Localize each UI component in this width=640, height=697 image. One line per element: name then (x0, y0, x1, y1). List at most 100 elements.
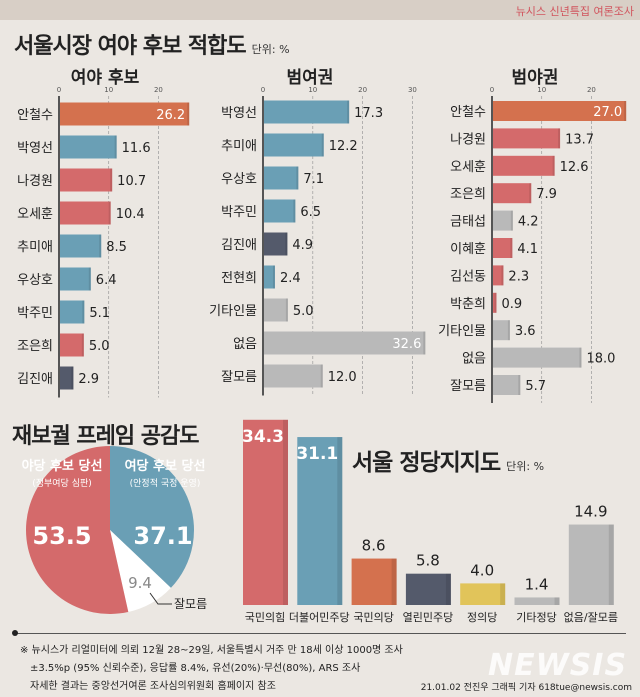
party-unit: 단위: % (506, 460, 545, 473)
bar-shade (579, 347, 582, 368)
category-label: 기타인물 (438, 324, 486, 339)
bar-shade (423, 331, 426, 355)
axis-tick-label: 20 (587, 86, 596, 94)
axis-tick-label: 0 (57, 86, 61, 94)
bar (59, 234, 102, 258)
axis-tick-label: 10 (308, 86, 317, 94)
bar-shade (445, 573, 451, 605)
party-bar (460, 583, 506, 605)
bar (263, 199, 296, 223)
value-label: 12.0 (328, 370, 357, 385)
bar-shade (552, 155, 555, 176)
axis-tick-label: 10 (104, 86, 113, 94)
slice-value-unknown: 9.4 (128, 574, 152, 592)
value-label: 5.0 (89, 339, 110, 354)
category-label: 오세훈 (17, 207, 53, 222)
category-label: 금태섭 (450, 215, 486, 230)
value-label: 5.1 (89, 306, 110, 321)
footnote-1: ※ 뉴시스가 리얼미터에 의뢰 12월 28~29일, 서울특별시 거주 만 1… (20, 645, 403, 656)
bar (59, 135, 117, 159)
bar-shade (320, 364, 323, 388)
bar-shade (110, 168, 113, 192)
value-label: 5.7 (525, 379, 546, 394)
main-title: 서울시장 여야 후보 적합도 단위: % (14, 34, 290, 59)
bar (492, 155, 555, 176)
value-label: 0.9 (501, 297, 522, 312)
category-label: 잘모름 (450, 379, 486, 394)
axis-tick-label: 30 (408, 86, 417, 94)
category-label: 우상호 (17, 273, 53, 288)
bar (492, 128, 561, 149)
value-label: 27.0 (593, 105, 622, 120)
category-label: 김선동 (450, 269, 486, 284)
category-label: 이혜훈 (450, 242, 486, 257)
value-label: 7.9 (536, 187, 557, 202)
party-value-label: 31.1 (296, 444, 338, 464)
party-value-label: 1.4 (525, 575, 549, 593)
category-label: 오세훈 (450, 160, 486, 175)
category-label: 추미애 (17, 240, 53, 255)
category-label: 기타인물 (209, 304, 257, 319)
value-label: 7.1 (303, 172, 324, 187)
bar-shade (293, 199, 296, 223)
value-label: 26.2 (156, 108, 185, 123)
value-label: 4.9 (292, 238, 313, 253)
party-value-label: 4.0 (470, 561, 494, 579)
bar-shade (88, 267, 91, 291)
party-value-label: 14.9 (574, 503, 607, 521)
bar-shade (114, 135, 117, 159)
bar (59, 366, 74, 390)
value-label: 6.4 (96, 273, 117, 288)
bar-shade (285, 232, 288, 256)
value-label: 8.5 (106, 240, 127, 255)
party-bar (297, 437, 343, 605)
bar-shade (500, 583, 506, 605)
value-label: 3.6 (515, 324, 536, 339)
party-title: 서울 정당지지도 단위: % (352, 450, 545, 476)
bar (492, 375, 521, 395)
category-label: 전현희 (221, 271, 257, 286)
pie-title: 재보궐 프레임 공감도 (12, 424, 199, 449)
category-label: 없음 (462, 352, 486, 367)
bar (492, 210, 513, 231)
axis-tick-label: 20 (154, 86, 163, 94)
party-value-label: 8.6 (362, 537, 386, 555)
category-label: 박주민 (17, 306, 53, 321)
bar-shade (347, 100, 350, 124)
bar-shade (82, 300, 85, 324)
value-label: 11.6 (122, 141, 151, 156)
bar (492, 238, 513, 258)
bar (59, 300, 85, 324)
bar (263, 364, 323, 388)
value-label: 18.0 (586, 352, 615, 367)
top-banner: 뉴시스 신년특집 여론조사 (0, 0, 640, 20)
bar (492, 347, 582, 368)
value-label: 12.2 (329, 139, 358, 154)
category-label: 김진애 (17, 372, 53, 387)
category-label: 안철수 (450, 105, 486, 120)
party-category-label: 국민의힘 (245, 611, 285, 624)
slice-label-unknown: 잘모름 (174, 597, 207, 611)
credit: 21.01.02 전진우 그래픽 기자 618tue@newsis.com (420, 683, 632, 693)
party-category-label: 없음/잘모름 (564, 611, 618, 624)
axis-tick-label: 20 (358, 86, 367, 94)
category-label: 없음 (233, 337, 257, 352)
bar (492, 265, 504, 286)
bar (59, 102, 190, 126)
bar (492, 320, 510, 341)
bar (59, 168, 113, 192)
bar-shade (529, 183, 532, 204)
party-bar (351, 558, 397, 605)
value-label: 5.0 (293, 304, 314, 319)
category-label: 박춘희 (450, 297, 486, 312)
party-bar-chart: 34.3 국민의힘 31.1 더불어민주당 8.6 국민의당 5.8 열린민주당 4.0 정의당 1… (242, 419, 618, 624)
slice-label-ruling: 여당 후보 당선 (125, 458, 206, 474)
bar-shade (391, 558, 397, 605)
value-label: 4.2 (518, 215, 539, 230)
bar (263, 100, 350, 124)
slice-value-ruling: 37.1 (133, 522, 192, 550)
footer-divider (14, 633, 626, 634)
bar-shade (187, 102, 190, 126)
panel-title-ruling: 범여권 (286, 68, 334, 88)
pie-chart: 여당 후보 당선 (안정적 국정 운영) 37.1 야당 후보 당선 (정부여당 심판)… (22, 446, 207, 614)
